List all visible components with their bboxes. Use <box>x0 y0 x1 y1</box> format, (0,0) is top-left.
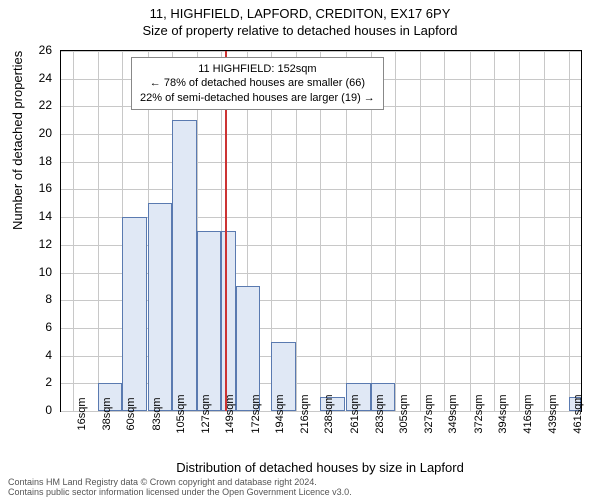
annotation-line-1: 11 HIGHFIELD: 152sqm <box>140 62 375 76</box>
y-tick-label: 12 <box>39 237 52 251</box>
y-tick-label: 10 <box>39 265 52 279</box>
footer-line-2: Contains public sector information licen… <box>8 488 352 498</box>
grid-line <box>73 51 74 411</box>
x-tick-label: 216sqm <box>299 394 311 433</box>
x-tick-label: 172sqm <box>250 394 262 433</box>
histogram-bar <box>122 217 146 411</box>
x-tick-label: 461sqm <box>572 394 584 433</box>
x-tick-label: 16sqm <box>76 397 88 430</box>
histogram-bar <box>236 286 260 411</box>
x-tick-label: 238sqm <box>323 394 335 433</box>
grid-line <box>470 51 471 411</box>
x-tick-label: 60sqm <box>125 397 137 430</box>
grid-line <box>395 51 396 411</box>
x-tick-label: 327sqm <box>423 394 435 433</box>
x-tick-label: 372sqm <box>473 394 485 433</box>
y-tick-label: 14 <box>39 209 52 223</box>
y-tick-label: 4 <box>45 348 52 362</box>
footer-attribution: Contains HM Land Registry data © Crown c… <box>8 478 352 498</box>
chart-subtitle: Size of property relative to detached ho… <box>0 21 600 38</box>
grid-line <box>519 51 520 411</box>
x-tick-label: 105sqm <box>175 394 187 433</box>
y-tick-label: 8 <box>45 292 52 306</box>
x-tick-label: 283sqm <box>374 394 386 433</box>
y-tick-label: 18 <box>39 154 52 168</box>
x-axis-label: Distribution of detached houses by size … <box>60 460 580 475</box>
y-tick-label: 2 <box>45 375 52 389</box>
grid-line <box>420 51 421 411</box>
grid-line <box>544 51 545 411</box>
x-tick-label: 261sqm <box>349 394 361 433</box>
y-tick-label: 26 <box>39 43 52 57</box>
x-tick-container: 16sqm38sqm60sqm83sqm105sqm127sqm149sqm17… <box>60 410 580 460</box>
x-tick-label: 194sqm <box>274 394 286 433</box>
histogram-bar <box>148 203 172 411</box>
x-tick-label: 394sqm <box>497 394 509 433</box>
grid-line <box>494 51 495 411</box>
x-tick-label: 349sqm <box>447 394 459 433</box>
y-tick-label: 6 <box>45 320 52 334</box>
x-tick-label: 416sqm <box>522 394 534 433</box>
x-tick-label: 305sqm <box>398 394 410 433</box>
histogram-bar <box>221 231 235 411</box>
grid-line <box>444 51 445 411</box>
y-tick-label: 20 <box>39 126 52 140</box>
histogram-bar <box>197 231 221 411</box>
x-tick-label: 38sqm <box>101 397 113 430</box>
histogram-bar <box>172 120 196 411</box>
x-tick-label: 149sqm <box>224 394 236 433</box>
annotation-box: 11 HIGHFIELD: 152sqm ← 78% of detached h… <box>131 57 384 110</box>
x-tick-label: 83sqm <box>151 397 163 430</box>
x-tick-label: 439sqm <box>547 394 559 433</box>
plot-area: 11 HIGHFIELD: 152sqm ← 78% of detached h… <box>60 50 582 412</box>
y-tick-container: 02468101214161820222426 <box>0 50 56 410</box>
y-tick-label: 22 <box>39 98 52 112</box>
annotation-line-2: ← 78% of detached houses are smaller (66… <box>140 76 375 90</box>
grid-line <box>98 51 99 411</box>
y-tick-label: 0 <box>45 403 52 417</box>
x-tick-label: 127sqm <box>200 394 212 433</box>
annotation-line-3: 22% of semi-detached houses are larger (… <box>140 91 375 105</box>
grid-line <box>569 51 570 411</box>
y-tick-label: 24 <box>39 71 52 85</box>
y-tick-label: 16 <box>39 181 52 195</box>
chart-title: 11, HIGHFIELD, LAPFORD, CREDITON, EX17 6… <box>0 0 600 21</box>
